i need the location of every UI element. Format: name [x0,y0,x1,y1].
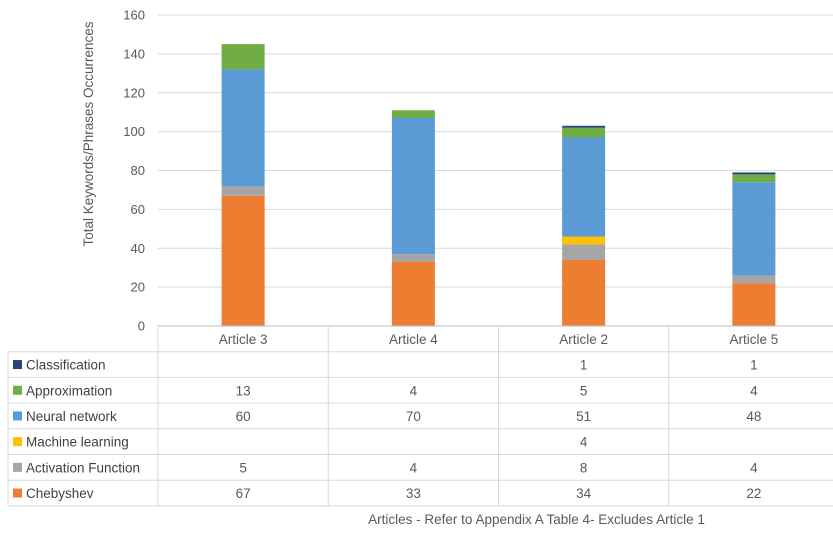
y-tick-label: 100 [123,124,145,139]
bar-segment [732,283,776,326]
bar-segment [221,186,265,196]
y-tick-label: 120 [123,85,145,100]
bar-segment [562,127,606,138]
legend-label: Classification [26,358,106,373]
data-label: 48 [746,409,761,424]
data-label: 4 [750,383,758,398]
data-label: 33 [406,486,421,501]
bar-segment [562,244,606,260]
data-label: 4 [410,383,418,398]
x-tick-label: Article 4 [389,332,438,347]
legend-label: Activation Function [26,460,140,475]
data-table: Article 3 Article 4 Article 2 Article 5 Clas… [7,325,833,507]
legend-label: Approximation [26,383,112,398]
gridlines [158,14,833,288]
bar-segment [562,236,606,245]
data-label: 34 [576,486,592,501]
data-label: 5 [580,383,588,398]
y-tick-label: 20 [131,280,145,295]
data-label: 1 [580,358,588,373]
bar-segment [562,125,606,128]
data-label: 67 [236,486,251,501]
bar-segment [732,172,776,175]
data-label: 5 [239,460,247,475]
y-tick-label: 80 [131,163,145,178]
bar-segment [732,174,776,183]
bar-segment [562,259,606,326]
legend-swatch [13,437,22,447]
x-tick-label: Article 3 [219,332,268,347]
legend-label: Machine learning [26,435,129,450]
y-axis-title: Total Keywords/Phrases Occurrences [81,21,96,246]
data-label: 60 [236,409,251,424]
y-tick-label: 140 [123,46,145,61]
y-tick-label: 40 [131,241,145,256]
bar-segment [562,137,606,237]
y-tick-label: 0 [138,319,145,334]
data-label: 4 [580,435,588,450]
y-tick-label: 160 [123,8,145,23]
data-label: 1 [750,358,758,373]
bar-segment [391,118,435,255]
x-axis-title: Articles - Refer to Appendix A Table 4- … [368,512,705,527]
data-label: 70 [406,409,421,424]
bars [221,44,776,326]
x-tick-label: Article 5 [729,332,778,347]
bar-segment [732,182,776,276]
legend-swatch [13,488,22,498]
legend-label: Chebyshev [26,486,94,501]
x-tick-label: Article 2 [559,332,608,347]
legend-swatch [13,411,22,421]
bar-segment [391,261,435,326]
bar-segment [221,44,265,70]
bar-segment [732,275,776,284]
legend-swatch [13,360,22,370]
bar-segment [221,69,265,187]
y-tick-label: 60 [131,202,145,217]
data-label: 4 [750,460,758,475]
data-label: 4 [410,460,418,475]
data-label: 22 [746,486,761,501]
y-axis-ticks: 0 20 40 60 80 100 120 140 160 [123,8,145,334]
data-label: 51 [576,409,591,424]
legend-swatch [13,385,22,395]
bar-segment [391,110,435,119]
data-label: 13 [236,383,251,398]
legend-swatch [13,462,22,472]
data-label: 8 [580,460,588,475]
legend-label: Neural network [26,409,117,424]
bar-segment [391,254,435,262]
bar-segment [221,195,265,326]
